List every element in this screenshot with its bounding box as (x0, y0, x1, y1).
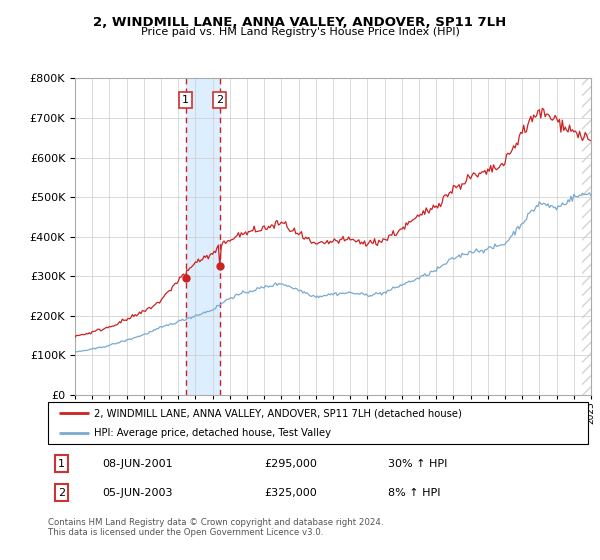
Bar (583, 78, 591, 395)
Text: £325,000: £325,000 (264, 488, 317, 498)
Bar (186, 78, 220, 395)
Text: 1: 1 (58, 459, 65, 469)
Text: 8% ↑ HPI: 8% ↑ HPI (388, 488, 440, 498)
Text: Contains HM Land Registry data © Crown copyright and database right 2024.
This d: Contains HM Land Registry data © Crown c… (48, 518, 383, 538)
FancyBboxPatch shape (48, 402, 588, 444)
Text: 30% ↑ HPI: 30% ↑ HPI (388, 459, 448, 469)
Text: 05-JUN-2003: 05-JUN-2003 (102, 488, 173, 498)
Text: 2: 2 (216, 95, 223, 105)
Text: 08-JUN-2001: 08-JUN-2001 (102, 459, 173, 469)
Text: 2: 2 (58, 488, 65, 498)
Text: Price paid vs. HM Land Registry's House Price Index (HPI): Price paid vs. HM Land Registry's House … (140, 27, 460, 37)
Text: 2, WINDMILL LANE, ANNA VALLEY, ANDOVER, SP11 7LH: 2, WINDMILL LANE, ANNA VALLEY, ANDOVER, … (94, 16, 506, 29)
Bar (583, 78, 591, 395)
Text: £295,000: £295,000 (264, 459, 317, 469)
Text: 1: 1 (182, 95, 189, 105)
Text: 2, WINDMILL LANE, ANNA VALLEY, ANDOVER, SP11 7LH (detached house): 2, WINDMILL LANE, ANNA VALLEY, ANDOVER, … (94, 408, 462, 418)
Text: HPI: Average price, detached house, Test Valley: HPI: Average price, detached house, Test… (94, 428, 331, 438)
